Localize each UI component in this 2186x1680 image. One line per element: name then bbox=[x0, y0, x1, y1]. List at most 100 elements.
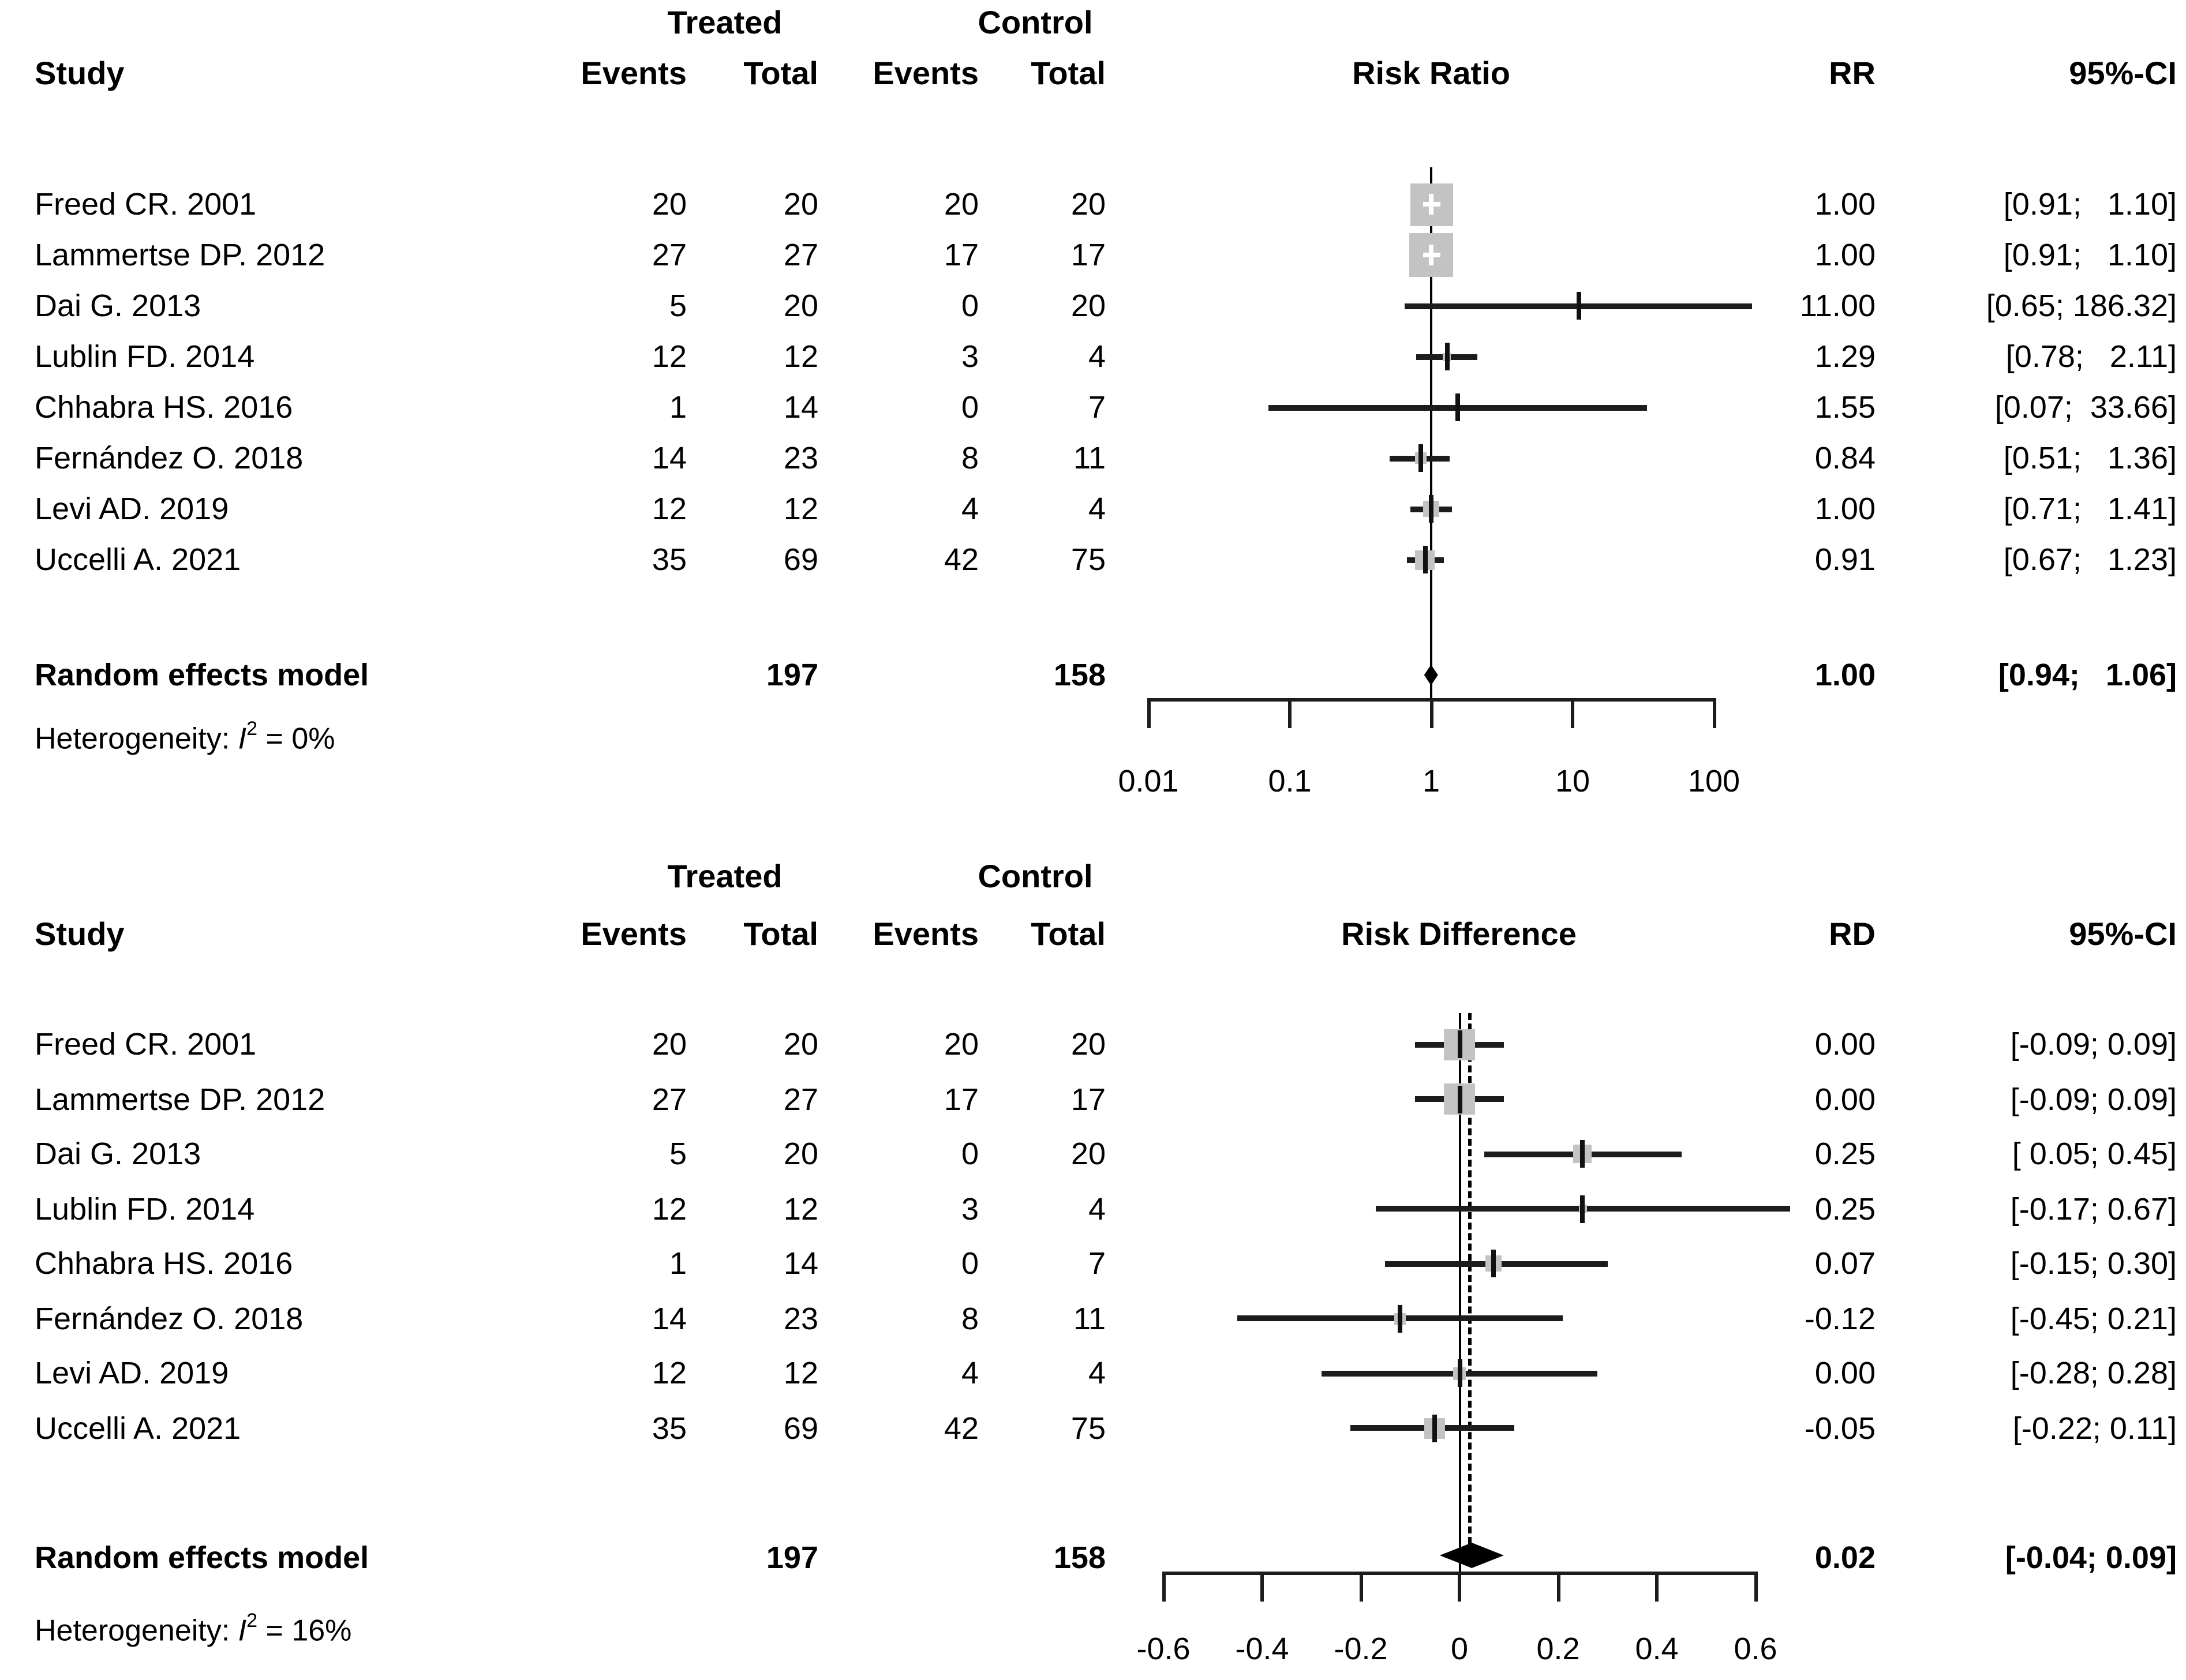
summary-treated-total: 197 bbox=[766, 1540, 818, 1575]
study-label: Freed CR. 2001 bbox=[35, 187, 257, 222]
plot-header-risk-ratio: Risk Ratio bbox=[1352, 55, 1510, 91]
treated-total-value: 27 bbox=[783, 238, 818, 272]
treated-events-value: 12 bbox=[652, 339, 687, 374]
group-header-treated: Treated bbox=[667, 5, 783, 40]
ci-value: [0.65; 186.32] bbox=[1986, 288, 2177, 323]
control-events-value: 17 bbox=[944, 1082, 979, 1116]
plot-header-risk-difference: Risk Difference bbox=[1341, 916, 1577, 952]
treated-events-value: 5 bbox=[669, 288, 687, 323]
treated-events-value: 14 bbox=[652, 441, 687, 475]
control-total-value: 11 bbox=[1073, 441, 1106, 475]
x-axis-tick-label: 0.6 bbox=[1734, 1632, 1777, 1666]
col-header-treated-total: Total bbox=[743, 55, 818, 91]
col-header-treated-total: Total bbox=[743, 916, 818, 952]
point-estimate-tick bbox=[1491, 1250, 1496, 1277]
treated-events-value: 1 bbox=[669, 1246, 687, 1281]
study-label: Fernández O. 2018 bbox=[35, 441, 304, 475]
treated-total-value: 12 bbox=[783, 1356, 818, 1390]
x-axis-tick bbox=[1288, 698, 1292, 728]
control-total-value: 20 bbox=[1070, 1027, 1106, 1062]
control-events-value: 3 bbox=[961, 339, 979, 374]
treated-events-value: 12 bbox=[652, 1356, 687, 1390]
study-label: Lammertse DP. 2012 bbox=[35, 1082, 325, 1116]
ci-value: [0.67; 1.23] bbox=[2003, 542, 2177, 577]
control-events-value: 0 bbox=[961, 288, 979, 323]
heterogeneity-text: Heterogeneity: I2 = 0% bbox=[35, 718, 335, 756]
effect-value: 0.25 bbox=[1814, 1191, 1876, 1226]
summary-effect-value: 1.00 bbox=[1814, 658, 1876, 692]
summary-control-total: 158 bbox=[1053, 658, 1106, 692]
group-header-control: Control bbox=[978, 858, 1093, 894]
control-events-value: 0 bbox=[961, 1137, 979, 1171]
study-label: Lublin FD. 2014 bbox=[35, 1191, 255, 1226]
col-header-rd: RD bbox=[1829, 916, 1876, 952]
effect-value: 0.84 bbox=[1814, 441, 1876, 475]
summary-label: Random effects model bbox=[35, 658, 369, 692]
x-axis-tick-label: 0 bbox=[1450, 1632, 1469, 1666]
point-estimate-tick bbox=[1418, 444, 1423, 472]
ci-value: [-0.17; 0.67] bbox=[2010, 1191, 2177, 1226]
ci-value: [0.51; 1.36] bbox=[2003, 441, 2177, 475]
point-estimate-tick bbox=[1457, 1030, 1462, 1058]
col-header-ci: 95%-CI bbox=[2069, 916, 2177, 952]
reference-line bbox=[1430, 167, 1432, 698]
ci-value: [-0.09; 0.09] bbox=[2010, 1082, 2177, 1116]
point-estimate-tick bbox=[1457, 1359, 1462, 1387]
treated-total-value: 20 bbox=[783, 288, 818, 323]
heterogeneity-text: Heterogeneity: I2 = 16% bbox=[35, 1610, 352, 1648]
control-events-value: 42 bbox=[944, 542, 979, 577]
control-total-value: 20 bbox=[1070, 288, 1106, 323]
point-estimate-cross bbox=[1423, 253, 1440, 257]
pooled-estimate-dashed-line bbox=[1468, 1013, 1472, 1544]
control-total-value: 20 bbox=[1070, 1137, 1106, 1171]
treated-total-value: 14 bbox=[783, 1246, 818, 1281]
study-label: Uccelli A. 2021 bbox=[35, 542, 241, 577]
treated-events-value: 27 bbox=[652, 238, 687, 272]
control-events-value: 20 bbox=[944, 187, 979, 222]
treated-events-value: 12 bbox=[652, 1191, 687, 1226]
x-axis-tick bbox=[1458, 1572, 1461, 1602]
x-axis-tick-label: 0.2 bbox=[1536, 1632, 1580, 1666]
col-header-treated-events: Events bbox=[581, 55, 687, 91]
effect-value: 0.00 bbox=[1814, 1356, 1876, 1390]
x-axis-tick bbox=[1712, 698, 1716, 728]
col-header-rr: RR bbox=[1829, 55, 1876, 91]
point-estimate-tick bbox=[1576, 292, 1581, 320]
control-total-value: 75 bbox=[1070, 1411, 1106, 1445]
x-axis-tick bbox=[1147, 698, 1150, 728]
control-total-value: 17 bbox=[1070, 238, 1106, 272]
study-label: Lublin FD. 2014 bbox=[35, 339, 255, 374]
x-axis-tick bbox=[1571, 698, 1574, 728]
treated-total-value: 14 bbox=[783, 390, 818, 425]
treated-total-value: 12 bbox=[783, 339, 818, 374]
x-axis-tick-label: 0.01 bbox=[1118, 764, 1179, 798]
study-label: Chhabra HS. 2016 bbox=[35, 390, 293, 425]
control-total-value: 7 bbox=[1088, 1246, 1106, 1281]
x-axis-tick-label: -0.6 bbox=[1136, 1632, 1191, 1666]
point-estimate-tick bbox=[1580, 1195, 1585, 1222]
x-axis-tick bbox=[1162, 1572, 1165, 1602]
control-total-value: 75 bbox=[1070, 542, 1106, 577]
ci-value: [-0.09; 0.09] bbox=[2010, 1027, 2177, 1062]
treated-total-value: 69 bbox=[783, 542, 818, 577]
control-events-value: 42 bbox=[944, 1411, 979, 1445]
treated-total-value: 12 bbox=[783, 1191, 818, 1226]
x-axis-tick-label: 1 bbox=[1422, 764, 1440, 798]
control-total-value: 20 bbox=[1070, 187, 1106, 222]
ci-value: [0.71; 1.41] bbox=[2003, 492, 2177, 526]
x-axis-tick bbox=[1556, 1572, 1560, 1602]
effect-value: 11.00 bbox=[1799, 288, 1876, 323]
point-estimate-tick bbox=[1429, 495, 1433, 523]
x-axis-tick-label: -0.4 bbox=[1235, 1632, 1289, 1666]
study-label: Fernández O. 2018 bbox=[35, 1301, 304, 1336]
summary-control-total: 158 bbox=[1053, 1540, 1106, 1575]
treated-total-value: 20 bbox=[783, 187, 818, 222]
col-header-treated-events: Events bbox=[581, 916, 687, 952]
study-label: Uccelli A. 2021 bbox=[35, 1411, 241, 1445]
effect-value: 0.25 bbox=[1814, 1137, 1876, 1171]
point-estimate-tick bbox=[1423, 546, 1428, 573]
control-total-value: 4 bbox=[1088, 492, 1106, 526]
point-estimate-tick bbox=[1398, 1304, 1403, 1332]
effect-value: 0.91 bbox=[1814, 542, 1876, 577]
